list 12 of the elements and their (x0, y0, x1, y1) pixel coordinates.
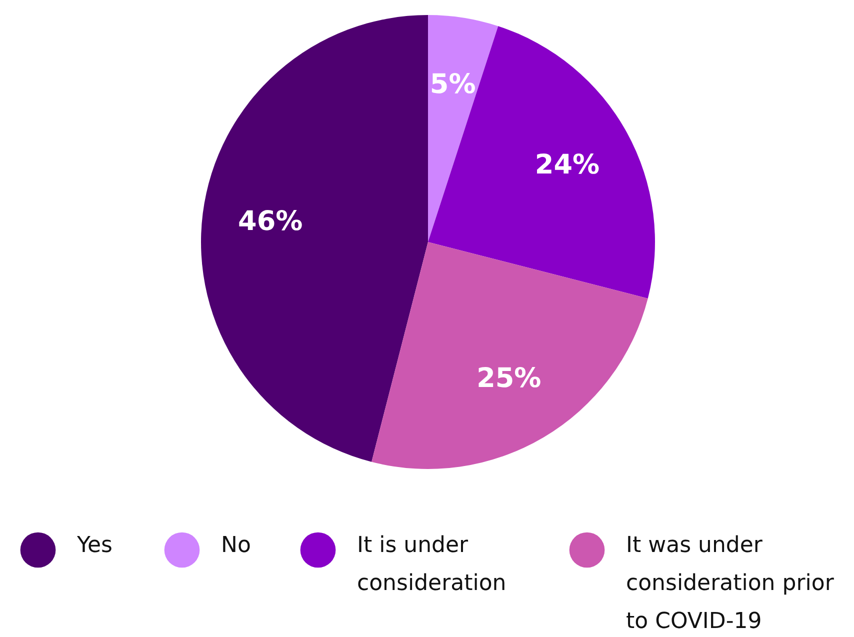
pie-slice (372, 242, 648, 469)
pie-slice (428, 15, 498, 242)
data-label: 24% (534, 149, 600, 180)
data-label: 5% (430, 69, 476, 100)
data-label: 46% (238, 206, 303, 238)
pie-slice (428, 26, 655, 298)
pie-slice (201, 15, 428, 462)
legend-label: Yes (76, 533, 113, 558)
legend-label: No (221, 533, 251, 558)
legend-label: It was under consideration prior to COVID-19 (626, 533, 835, 634)
legend-label: It is under consideration (357, 533, 506, 596)
data-label: 25% (476, 362, 542, 394)
